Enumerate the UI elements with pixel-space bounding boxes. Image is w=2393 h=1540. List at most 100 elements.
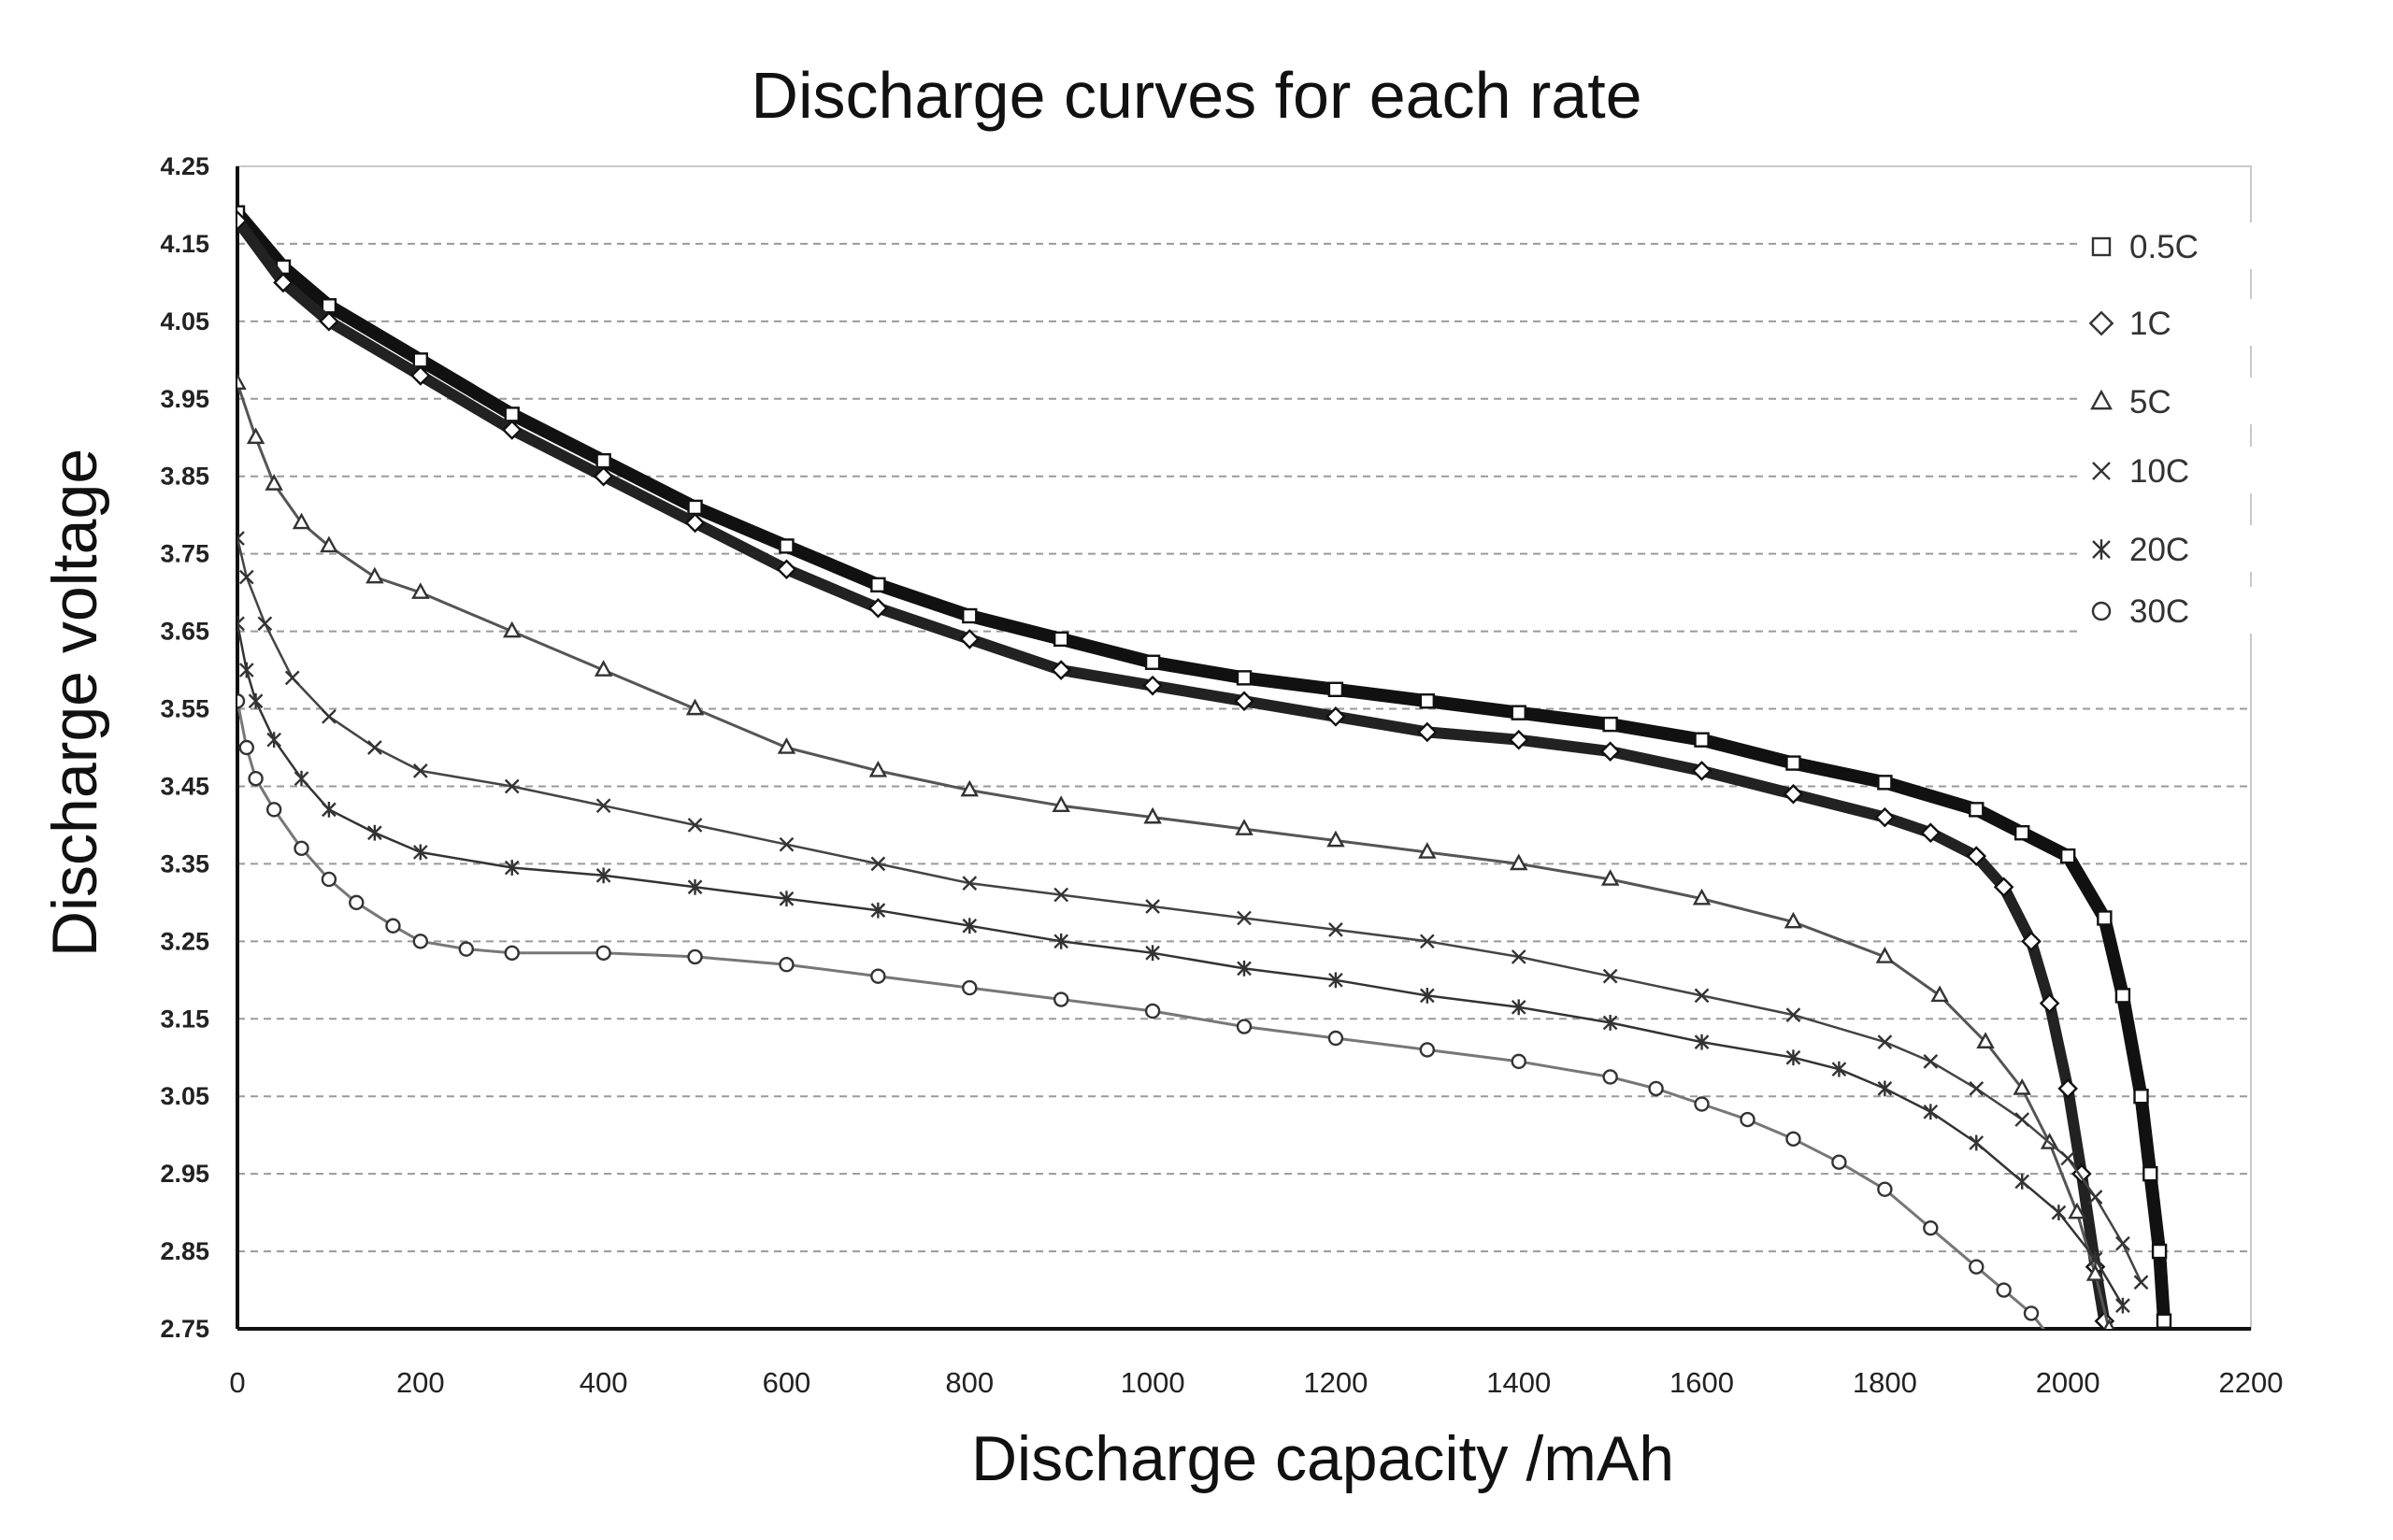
data-point-20C xyxy=(266,732,282,749)
data-point-30C xyxy=(248,770,264,787)
data-point-20C xyxy=(2014,1174,2030,1190)
data-point-0_5C xyxy=(1236,670,1253,686)
data-point-1C xyxy=(2039,992,2060,1014)
data-point-1C xyxy=(1325,706,1346,727)
data-point-30C xyxy=(1923,1219,1939,1236)
data-point-20C xyxy=(294,770,309,787)
data-point-5C xyxy=(1875,947,1895,963)
data-point-30C xyxy=(1236,1019,1253,1034)
data-point-5C xyxy=(1326,830,1345,848)
data-point-20C xyxy=(2115,1297,2130,1314)
data-point-30C xyxy=(458,941,474,957)
legend-label: 1C xyxy=(2129,306,2171,342)
data-point-0_5C xyxy=(870,577,886,593)
y-tick-label: 2.75 xyxy=(160,1315,209,1343)
legend-marker-5C xyxy=(2090,389,2113,410)
legend-bg xyxy=(2081,587,2324,634)
legend-label: 0.5C xyxy=(2129,229,2199,265)
data-point-30C xyxy=(1996,1282,2012,1298)
data-point-5C xyxy=(1418,842,1437,859)
chart-title: Discharge curves for each rate xyxy=(751,59,1642,132)
data-point-30C xyxy=(1511,1053,1526,1070)
data-point-5C xyxy=(502,620,522,638)
data-point-0_5C xyxy=(2114,988,2131,1004)
data-point-20C xyxy=(870,902,886,919)
y-tick-label: 2.95 xyxy=(160,1160,209,1188)
legend-bg xyxy=(2081,222,2324,269)
data-point-20C xyxy=(248,692,264,709)
data-point-5C xyxy=(1976,1032,1995,1048)
data-point-20C xyxy=(1511,999,1526,1016)
data-point-5C xyxy=(1143,806,1162,824)
y-tick-label: 3.95 xyxy=(160,385,209,413)
data-point-10C xyxy=(237,531,245,546)
x-tick-label: 1000 xyxy=(1121,1366,1185,1399)
data-point-0_5C xyxy=(237,205,246,221)
data-point-30C xyxy=(1419,1042,1436,1058)
data-point-0_5C xyxy=(595,452,611,469)
x-tick-label: 1400 xyxy=(1486,1366,1551,1399)
x-axis-label: Discharge capacity /mAh xyxy=(970,1423,1675,1494)
data-point-30C xyxy=(962,979,978,996)
data-point-30C xyxy=(1785,1131,1801,1148)
data-point-5C xyxy=(1784,911,1803,929)
data-point-10C xyxy=(1237,910,1252,926)
data-point-10C xyxy=(1785,1007,1801,1022)
data-point-20C xyxy=(1602,1015,1618,1031)
y-tick-label: 4.15 xyxy=(160,230,209,258)
data-point-20C xyxy=(1237,960,1252,977)
data-point-5C xyxy=(868,760,888,777)
legend-label: 30C xyxy=(2129,593,2189,630)
data-point-1C xyxy=(1783,783,1804,805)
legend-marker-0_5C xyxy=(2091,236,2112,257)
data-point-0_5C xyxy=(687,499,703,516)
data-point-0_5C xyxy=(1602,716,1618,733)
data-point-20C xyxy=(1877,1080,1893,1097)
y-tick-label: 3.55 xyxy=(160,695,209,723)
data-point-0_5C xyxy=(962,607,978,624)
data-point-1C xyxy=(1417,721,1438,743)
data-point-0_5C xyxy=(1969,802,1985,818)
data-point-1C xyxy=(1234,691,1254,712)
data-point-0_5C xyxy=(2097,910,2113,926)
data-point-0_5C xyxy=(779,538,795,554)
data-point-1C xyxy=(1691,761,1712,781)
series-line-10C xyxy=(237,537,2142,1283)
x-tick-label: 600 xyxy=(763,1366,811,1399)
data-point-30C xyxy=(1327,1030,1344,1047)
legend-bg xyxy=(2081,299,2324,346)
data-point-1C xyxy=(1051,660,1071,680)
data-point-5C xyxy=(960,779,980,797)
data-point-1C xyxy=(776,559,797,580)
data-point-5C xyxy=(292,512,311,530)
data-point-10C xyxy=(687,818,703,833)
x-tick-label: 2000 xyxy=(2036,1366,2100,1399)
data-point-10C xyxy=(367,740,382,755)
data-point-10C xyxy=(2115,1235,2130,1251)
data-point-10C xyxy=(595,798,611,814)
data-point-20C xyxy=(1923,1104,1939,1120)
data-point-10C xyxy=(2087,1190,2103,1205)
data-point-0_5C xyxy=(1419,693,1436,709)
data-point-10C xyxy=(1419,934,1435,949)
data-point-1C xyxy=(1142,675,1163,696)
y-tick-label: 3.85 xyxy=(160,463,209,491)
data-point-5C xyxy=(1235,819,1254,835)
data-point-20C xyxy=(1785,1049,1801,1066)
data-point-20C xyxy=(412,844,428,861)
y-tick-label: 3.05 xyxy=(160,1082,209,1110)
data-point-0_5C xyxy=(2151,1243,2168,1260)
data-point-10C xyxy=(504,778,520,794)
data-point-5C xyxy=(320,535,338,553)
x-tick-label: 800 xyxy=(945,1366,994,1399)
data-point-20C xyxy=(322,801,337,818)
data-point-1C xyxy=(410,365,431,386)
data-point-5C xyxy=(1600,869,1620,886)
y-tick-label: 3.15 xyxy=(160,1005,209,1033)
data-point-30C xyxy=(349,894,365,911)
data-point-1C xyxy=(1508,729,1529,750)
data-point-0_5C xyxy=(1877,775,1893,791)
legend-bg xyxy=(2081,378,2324,424)
